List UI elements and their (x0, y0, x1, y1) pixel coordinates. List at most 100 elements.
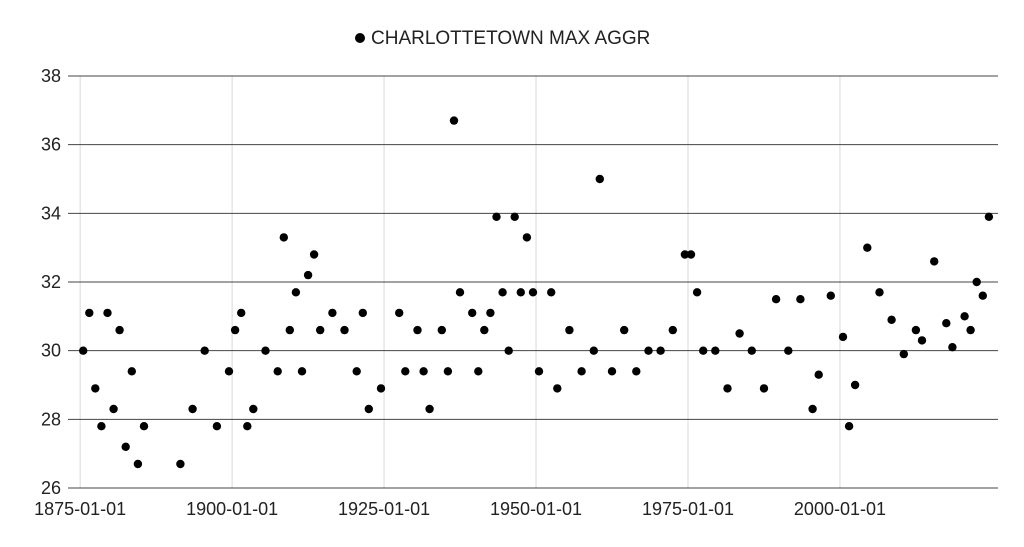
data-point (814, 370, 823, 379)
data-point (437, 325, 446, 335)
data-point (395, 308, 404, 318)
data-point (930, 257, 939, 266)
data-point (139, 422, 149, 431)
data-point (109, 404, 118, 414)
data-point (249, 404, 258, 414)
x-tick-label: 1975-01-01 (642, 499, 734, 519)
data-point (735, 329, 744, 338)
y-tick-label: 32 (41, 272, 61, 292)
data-point (875, 288, 884, 297)
data-point (632, 367, 641, 376)
data-point (91, 384, 100, 393)
data-point (844, 422, 854, 431)
data-point (644, 346, 653, 355)
grid (68, 75, 998, 489)
data-point (291, 288, 301, 297)
data-point (899, 349, 908, 359)
data-point (352, 367, 361, 376)
data-point (680, 250, 690, 259)
x-tick-label: 1925-01-01 (338, 499, 430, 519)
data-point (261, 346, 270, 355)
data-point (850, 380, 860, 390)
data-point (668, 325, 677, 335)
data-point (133, 459, 143, 469)
data-point (480, 325, 489, 335)
data-point (948, 343, 957, 352)
data-points (79, 116, 994, 469)
data-point (455, 288, 465, 297)
data-point (200, 346, 209, 355)
data-point (443, 367, 453, 376)
data-point (492, 212, 501, 221)
y-tick-label: 26 (41, 478, 61, 498)
data-point (565, 325, 574, 335)
data-point (230, 325, 240, 335)
data-point (425, 404, 434, 414)
data-point (510, 212, 519, 221)
y-tick-label: 36 (41, 135, 61, 155)
data-point (449, 116, 459, 125)
data-point (838, 332, 848, 342)
data-point (911, 325, 921, 335)
x-tick-label: 1900-01-01 (186, 499, 278, 519)
data-point (607, 367, 617, 376)
axis-labels: 1875-01-01 1900-01-01 1925-01-01 1950-01-01… (34, 66, 886, 519)
data-point (212, 422, 222, 431)
data-point (413, 325, 422, 335)
data-point (474, 367, 483, 376)
data-point (808, 404, 817, 414)
data-point (553, 384, 562, 393)
x-tick-label: 1875-01-01 (34, 499, 126, 519)
data-point (115, 325, 124, 335)
data-point (297, 367, 307, 376)
data-point (516, 288, 525, 297)
data-point (686, 250, 696, 259)
data-point (97, 422, 106, 431)
data-point (723, 384, 732, 393)
data-point (85, 308, 94, 318)
data-point (656, 346, 665, 355)
data-point (243, 422, 252, 431)
data-point (188, 404, 197, 414)
data-point (127, 367, 136, 376)
data-point (376, 384, 386, 393)
legend-label: CHARLOTTETOWN MAX AGGR (371, 28, 650, 49)
data-point (747, 346, 756, 355)
data-point (419, 367, 428, 376)
data-point (316, 325, 325, 335)
data-point (401, 367, 410, 376)
data-point (176, 459, 185, 469)
y-tick-label: 34 (41, 203, 61, 223)
data-point (759, 384, 769, 393)
data-point (771, 295, 781, 304)
data-point (917, 336, 927, 345)
data-point (79, 346, 88, 355)
data-point (577, 367, 586, 376)
data-point (528, 288, 538, 297)
data-point (887, 315, 896, 324)
data-point (303, 270, 313, 280)
data-point (498, 288, 507, 297)
legend: CHARLOTTETOWN MAX AGGR (355, 28, 650, 49)
data-point (978, 291, 987, 300)
data-point (309, 250, 319, 259)
data-point (340, 325, 349, 335)
data-point (358, 308, 367, 318)
data-point (364, 404, 373, 414)
data-point (534, 367, 544, 376)
data-point (522, 233, 532, 242)
x-tick-label: 1950-01-01 (490, 499, 582, 519)
y-tick-label: 30 (41, 341, 61, 361)
x-tick-label: 2000-01-01 (794, 499, 886, 519)
data-point (237, 308, 246, 318)
data-point (595, 174, 604, 184)
data-point (486, 308, 495, 318)
data-point (863, 243, 872, 252)
data-point (121, 442, 130, 451)
data-point (972, 277, 981, 287)
data-point (468, 308, 477, 318)
data-point (328, 308, 337, 318)
data-point (960, 312, 969, 321)
data-point (589, 346, 598, 355)
